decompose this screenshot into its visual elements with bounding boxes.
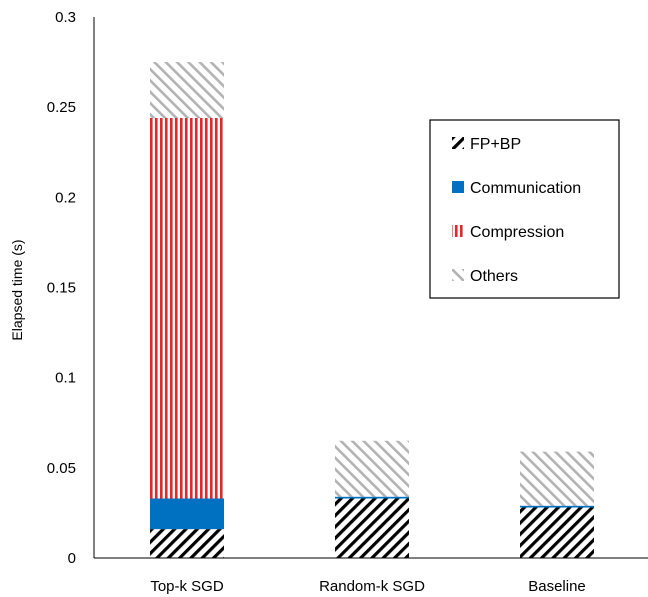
y-tick-label: 0.15 xyxy=(47,280,76,297)
legend-swatch xyxy=(452,181,464,193)
y-tick-label: 0.05 xyxy=(47,460,76,477)
y-axis-ticks: 0 0.05 0.1 0.15 0.2 0.25 0.3 xyxy=(47,9,76,567)
x-axis-ticks: Top-k SGD Random-k SGD Baseline xyxy=(150,578,585,595)
y-tick-label: 0 xyxy=(68,550,76,567)
bars xyxy=(150,62,594,558)
bar-segment-fp-bp xyxy=(150,529,224,558)
legend-swatch xyxy=(452,137,464,149)
bar-segment-communication xyxy=(150,498,224,530)
bar-segment-others xyxy=(520,451,594,506)
legend-label: FP+BP xyxy=(470,136,521,153)
x-tick-label: Random-k SGD xyxy=(319,578,425,595)
bar-segment-communication xyxy=(520,505,594,508)
bar-segment-others xyxy=(335,440,409,497)
y-tick-label: 0.25 xyxy=(47,99,76,116)
y-axis-label: Elapsed time (s) xyxy=(9,239,25,340)
bar-segment-compression xyxy=(150,117,224,499)
bar-segment-fp-bp xyxy=(335,498,409,558)
x-tick-label: Baseline xyxy=(528,578,586,595)
legend-box xyxy=(429,119,620,299)
legend-label: Compression xyxy=(470,224,564,241)
bar-segment-fp-bp xyxy=(520,507,594,558)
bar-segment-others xyxy=(150,62,224,118)
legend: FP+BP Communication Compression Others xyxy=(429,119,620,299)
legend-swatch xyxy=(452,225,464,237)
y-tick-label: 0.3 xyxy=(55,9,76,26)
y-tick-label: 0.2 xyxy=(55,189,76,206)
legend-label: Others xyxy=(470,268,518,285)
y-tick-label: 0.1 xyxy=(55,370,76,387)
legend-label: Communication xyxy=(470,180,581,197)
x-tick-label: Top-k SGD xyxy=(150,578,224,595)
bar-segment-communication xyxy=(335,496,409,499)
legend-swatch xyxy=(452,269,464,281)
